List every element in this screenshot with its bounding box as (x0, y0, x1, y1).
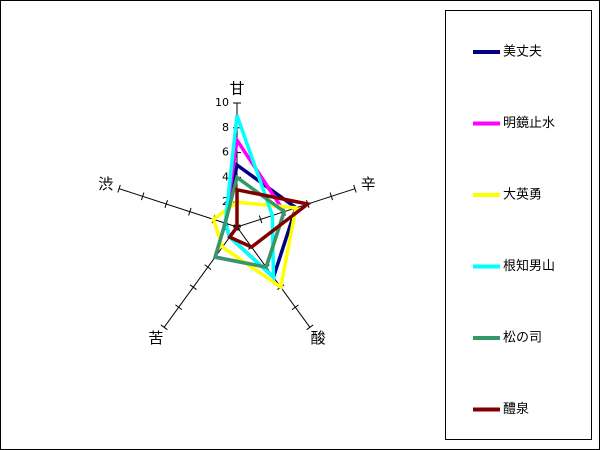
axis-line (163, 226, 238, 328)
axis-line (118, 188, 238, 228)
tick-mark (258, 215, 263, 224)
series-polygon (212, 174, 287, 270)
legend-label: 大英勇 (503, 188, 542, 203)
tick-mark (204, 264, 212, 270)
r-tick-label: 6 (222, 146, 229, 159)
tick-mark (329, 192, 334, 201)
legend-label: 醴泉 (503, 401, 529, 417)
series-polygon (227, 187, 312, 250)
r-tick-label: 2 (222, 195, 229, 208)
legend-label: 美丈夫 (503, 45, 542, 60)
tick-mark (160, 324, 168, 331)
tick-mark (189, 284, 197, 290)
axis-label: 辛 (361, 175, 376, 193)
legend-label: 根知男山 (503, 258, 555, 274)
tick-mark (140, 192, 145, 201)
axis-label: 甘 (229, 80, 244, 98)
legend-label: 松の司 (503, 331, 542, 346)
r-tick-label: 8 (222, 121, 229, 134)
axis-label: 渋 (98, 175, 113, 193)
r-tick-label: 10 (215, 96, 229, 109)
r-tick-label: 4 (222, 170, 229, 183)
legend-box (445, 10, 592, 440)
tick-mark (306, 324, 314, 331)
tick-mark (117, 184, 121, 193)
tick-mark (353, 184, 357, 193)
axis-label: 苦 (148, 329, 163, 347)
tick-mark (175, 304, 183, 311)
legend-label: 明鏡止水 (503, 116, 555, 131)
tick-mark (291, 304, 299, 311)
tick-mark (188, 207, 192, 216)
axis-label: 酸 (311, 329, 326, 347)
tick-mark (164, 200, 168, 208)
series-polygon (211, 200, 299, 291)
